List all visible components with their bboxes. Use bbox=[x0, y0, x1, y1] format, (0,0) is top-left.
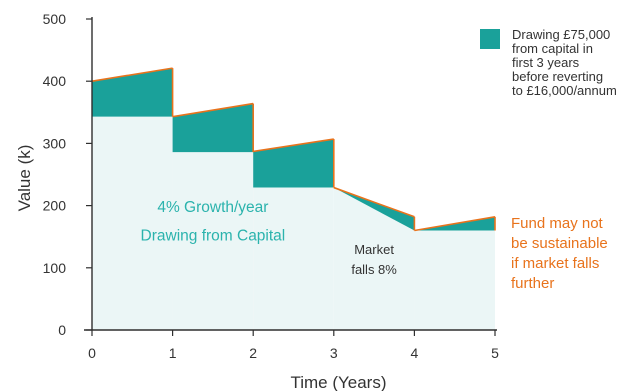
x-tick-label-1: 1 bbox=[169, 345, 177, 361]
band-top-edge-3 bbox=[333, 186, 415, 218]
x-axis-title: Time (Years) bbox=[290, 373, 386, 391]
legend-swatch bbox=[480, 29, 500, 49]
x-tick-label-3: 3 bbox=[330, 345, 338, 361]
y-axis-title: Value (k) bbox=[15, 145, 34, 212]
x-tick-label-0: 0 bbox=[88, 345, 96, 361]
legend-label: Drawing £75,000 from capital in first 3 … bbox=[512, 27, 617, 98]
fund-value-area-0 bbox=[92, 116, 173, 331]
fund-value-area-4 bbox=[414, 230, 495, 330]
annotation-2: Market bbox=[354, 242, 394, 257]
fund-sustainability-note: Fund may not be sustainable if market fa… bbox=[511, 215, 608, 292]
drawing-band-2 bbox=[253, 139, 334, 188]
y-tick-label-500: 500 bbox=[43, 11, 67, 27]
annotation-3: falls 8% bbox=[351, 262, 397, 277]
x-tick-label-5: 5 bbox=[491, 345, 499, 361]
annotation-0: 4% Growth/year bbox=[157, 199, 268, 216]
y-tick-label-400: 400 bbox=[43, 73, 67, 89]
drawing-band-1 bbox=[172, 103, 254, 153]
drawing-band-3 bbox=[333, 187, 415, 231]
x-tick-label-2: 2 bbox=[249, 345, 257, 361]
y-tick-label-100: 100 bbox=[43, 260, 67, 276]
annotation-1: Drawing from Capital bbox=[141, 227, 286, 244]
band-top-edge-4 bbox=[414, 216, 496, 232]
fund-value-area-3 bbox=[333, 187, 415, 330]
fund-value-area-1 bbox=[172, 152, 254, 330]
drawing-band-0 bbox=[92, 68, 173, 117]
band-top-edge-1 bbox=[172, 102, 254, 118]
band-top-edge-0 bbox=[91, 67, 173, 82]
band-top-edge-2 bbox=[253, 138, 334, 153]
y-tick-label-0: 0 bbox=[58, 322, 66, 338]
fund-value-area-2 bbox=[253, 187, 334, 330]
x-tick-label-4: 4 bbox=[411, 345, 419, 361]
y-tick-label-300: 300 bbox=[43, 135, 67, 151]
y-tick-label-200: 200 bbox=[43, 198, 67, 214]
